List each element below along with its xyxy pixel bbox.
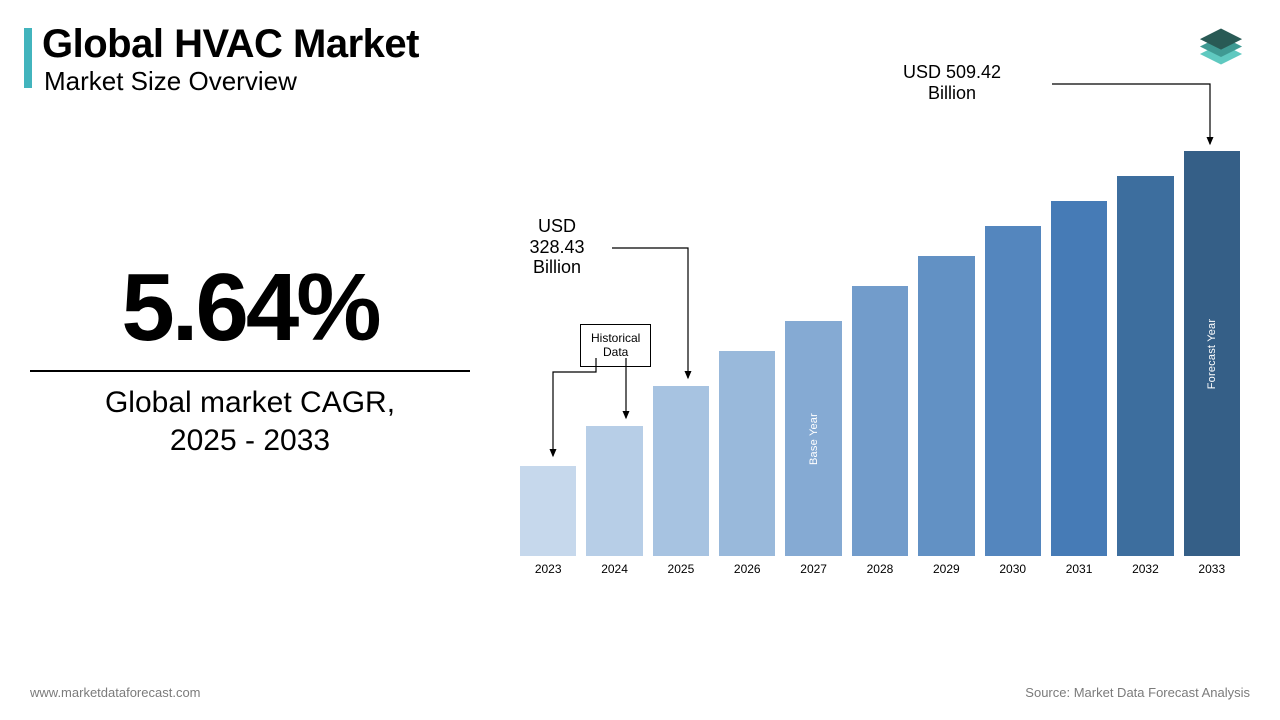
bar xyxy=(719,351,775,556)
x-tick-label: 2028 xyxy=(852,562,908,576)
bar-vertical-label: Base Year xyxy=(808,413,820,465)
callout-right: USD 509.42 Billion xyxy=(852,62,1052,103)
divider xyxy=(30,370,470,372)
historical-data-box: Historical Data xyxy=(580,324,651,367)
bar xyxy=(520,466,576,556)
brand-logo-icon xyxy=(1190,18,1252,80)
bar xyxy=(852,286,908,556)
bar xyxy=(918,256,974,556)
bar: Base Year xyxy=(785,321,841,556)
callout-left: USD 328.43 Billion xyxy=(502,216,612,278)
bar-chart: Base YearForecast Year 20232024202520262… xyxy=(520,150,1240,590)
x-tick-label: 2026 xyxy=(719,562,775,576)
footer-url: www.marketdataforecast.com xyxy=(30,685,201,700)
cagr-stat: 5.64% Global market CAGR, 2025 - 2033 xyxy=(30,260,470,459)
x-tick-label: 2031 xyxy=(1051,562,1107,576)
cagr-label: Global market CAGR, 2025 - 2033 xyxy=(30,384,470,459)
bar xyxy=(1117,176,1173,556)
page-title: Global HVAC Market xyxy=(42,22,419,67)
infographic-canvas: Global HVAC Market Market Size Overview … xyxy=(0,0,1280,720)
bar xyxy=(653,386,709,556)
bar xyxy=(586,426,642,556)
bar-vertical-label: Forecast Year xyxy=(1206,318,1218,388)
page-subtitle: Market Size Overview xyxy=(44,66,297,97)
x-tick-label: 2023 xyxy=(520,562,576,576)
bar xyxy=(985,226,1041,556)
x-tick-label: 2029 xyxy=(918,562,974,576)
x-tick-label: 2033 xyxy=(1184,562,1240,576)
bar: Forecast Year xyxy=(1184,151,1240,556)
footer-source: Source: Market Data Forecast Analysis xyxy=(1025,685,1250,700)
x-tick-label: 2032 xyxy=(1117,562,1173,576)
x-tick-label: 2025 xyxy=(653,562,709,576)
x-tick-label: 2030 xyxy=(985,562,1041,576)
x-tick-label: 2027 xyxy=(785,562,841,576)
x-tick-label: 2024 xyxy=(586,562,642,576)
header-accent xyxy=(24,28,32,88)
bar xyxy=(1051,201,1107,556)
x-axis-labels: 2023 2024 2025 2026 2027 2028 2029 2030 2031 2032… xyxy=(520,562,1240,576)
cagr-value: 5.64% xyxy=(30,260,470,356)
